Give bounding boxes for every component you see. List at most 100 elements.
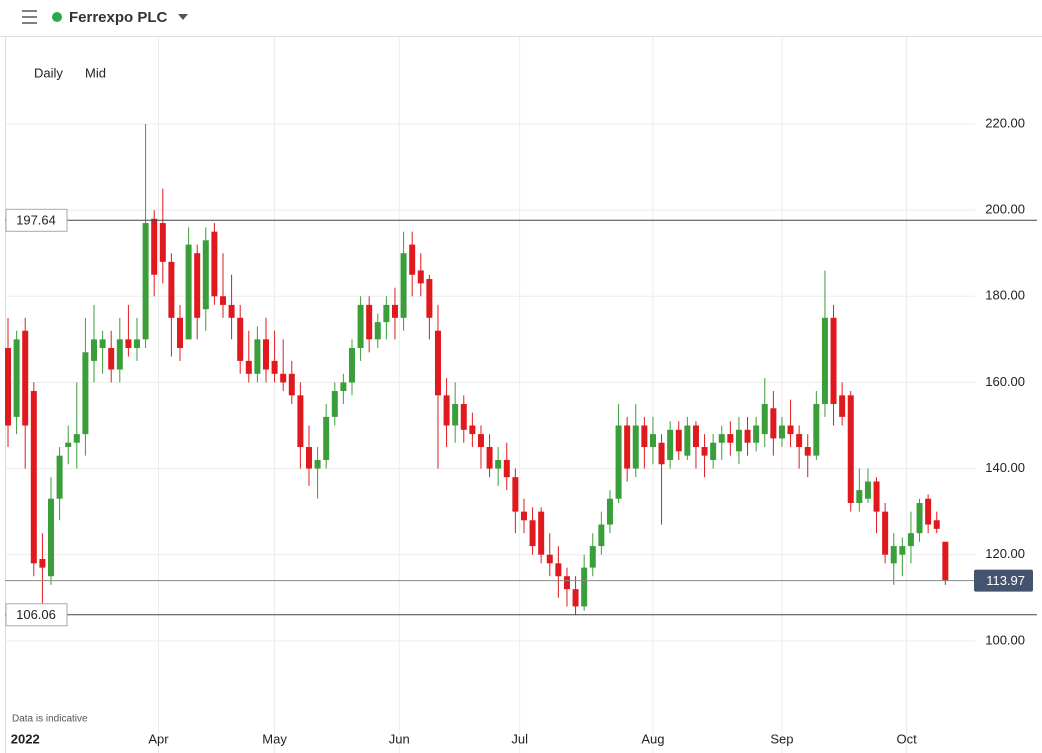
candles xyxy=(5,124,949,616)
price-type-label[interactable]: Mid xyxy=(85,65,106,80)
candle-body xyxy=(615,425,622,499)
candle-body xyxy=(546,554,553,564)
candle-body xyxy=(22,330,29,426)
interval-label[interactable]: Daily xyxy=(34,65,63,80)
candle-body xyxy=(830,317,837,404)
candle-body xyxy=(417,270,424,284)
candle-body xyxy=(735,429,742,452)
candle-body xyxy=(847,395,854,504)
candle-body xyxy=(383,304,390,323)
candle-body xyxy=(228,304,235,318)
reference-label: 197.64 xyxy=(16,213,56,228)
candle-body xyxy=(925,498,932,525)
candle-body xyxy=(211,231,218,297)
y-tick-label: 200.00 xyxy=(985,202,1025,217)
candle-body xyxy=(82,352,89,435)
candle-body xyxy=(718,434,725,443)
candle-body xyxy=(684,425,691,456)
y-tick-label: 120.00 xyxy=(985,546,1025,561)
dropdown-caret[interactable] xyxy=(178,14,188,20)
candle-body xyxy=(409,244,416,275)
candle-body xyxy=(202,240,209,310)
candle-body xyxy=(288,373,295,396)
candle-body xyxy=(864,481,871,499)
candle-body xyxy=(667,429,674,460)
candle-body xyxy=(176,317,183,348)
candle-body xyxy=(882,511,889,555)
candle-body xyxy=(675,429,682,452)
candle-body xyxy=(151,218,158,275)
x-tick-label: Jun xyxy=(389,731,410,746)
candle-body xyxy=(99,339,106,348)
candle-body xyxy=(168,261,175,318)
candle-body xyxy=(753,425,760,443)
candle-body xyxy=(357,304,364,348)
candle-body xyxy=(469,425,476,435)
candle-body xyxy=(185,244,192,340)
note: Data is indicative xyxy=(12,714,88,725)
candle-body xyxy=(581,567,588,607)
candle-body xyxy=(796,434,803,448)
candle-body xyxy=(942,541,949,581)
candle-body xyxy=(91,339,98,361)
candle-body xyxy=(606,498,613,525)
candle-body xyxy=(219,296,226,305)
candle-body xyxy=(907,533,914,547)
candle-body xyxy=(477,434,484,448)
candle-body xyxy=(916,503,923,534)
candle-body xyxy=(529,520,536,547)
candle-body xyxy=(503,459,510,478)
candle-body xyxy=(572,589,579,607)
candle-body xyxy=(305,447,312,469)
x-tick-label: Aug xyxy=(641,731,664,746)
candle-body xyxy=(434,330,441,396)
x-tick-label: Jul xyxy=(511,731,528,746)
candle-body xyxy=(39,559,46,568)
candle-body xyxy=(194,253,201,318)
menu-icon[interactable] xyxy=(22,10,37,24)
candle-body xyxy=(839,395,846,417)
candle-body xyxy=(262,339,269,370)
candle-body xyxy=(13,339,20,417)
candle-body xyxy=(271,360,278,374)
x-tick-label: Apr xyxy=(148,731,169,746)
candle-body xyxy=(348,347,355,383)
candle-body xyxy=(133,339,140,348)
candle-body xyxy=(701,447,708,456)
candle-body xyxy=(486,447,493,469)
grid: 100.00 120.00 140.00 160.00 180.00 200.00 220.… xyxy=(5,37,1025,753)
overlay: 197.64 106.06 113.97 xyxy=(5,208,1037,627)
instrument-title[interactable]: Ferrexpo PLC xyxy=(69,9,168,26)
candle-body xyxy=(374,322,381,340)
candle-body xyxy=(400,253,407,318)
x-tick-label: May xyxy=(262,731,287,746)
candle-body xyxy=(237,317,244,361)
candle-body xyxy=(5,347,12,426)
x-tick-label: 2022 xyxy=(11,731,40,746)
candle-body xyxy=(641,425,648,448)
candle-body xyxy=(692,425,699,448)
candle-body xyxy=(710,442,717,460)
candle-body xyxy=(366,304,373,340)
reference-label-box xyxy=(5,208,68,232)
reference-label: 106.06 xyxy=(16,607,56,622)
candle-body xyxy=(159,223,166,262)
candle-body xyxy=(73,434,80,443)
candle-body xyxy=(323,416,330,460)
candle-body xyxy=(563,576,570,590)
candle-body xyxy=(30,391,37,564)
candle-body xyxy=(538,511,545,555)
candle-body xyxy=(426,279,433,318)
candle-body xyxy=(142,223,149,340)
y-tick-label: 140.00 xyxy=(985,460,1025,475)
candle-body xyxy=(899,546,906,555)
candle-body xyxy=(890,546,897,564)
candle-body xyxy=(727,434,734,443)
candle-body xyxy=(116,339,123,370)
candle-body xyxy=(933,520,940,529)
candle-body xyxy=(331,391,338,417)
y-tick-label: 220.00 xyxy=(985,115,1025,130)
